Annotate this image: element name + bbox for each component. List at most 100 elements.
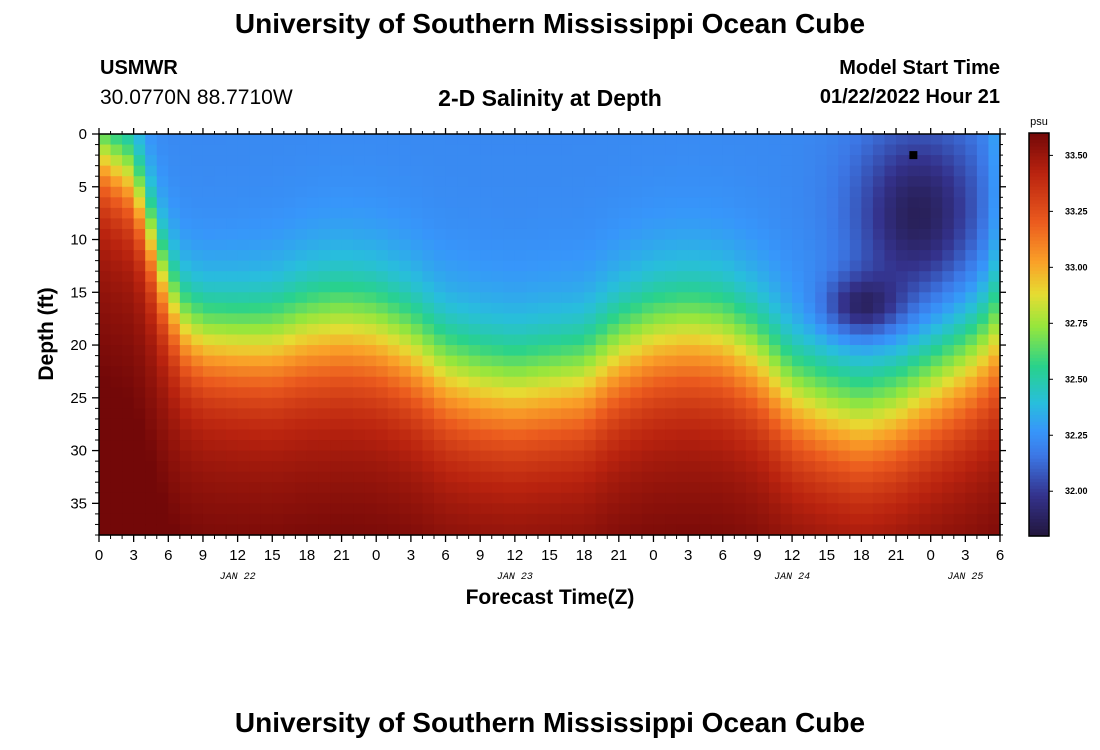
- heatmap-cell: [711, 345, 724, 357]
- colorbar-swatch: [1029, 243, 1049, 248]
- heatmap-cell: [618, 176, 631, 188]
- heatmap-cell: [503, 155, 516, 167]
- heatmap-cell: [341, 144, 354, 156]
- heatmap-cell: [480, 239, 493, 251]
- heatmap-cell: [630, 186, 643, 198]
- heatmap-cell: [641, 366, 655, 378]
- heatmap-cell: [722, 334, 735, 346]
- heatmap-cell: [457, 503, 470, 515]
- heatmap-cell: [179, 176, 193, 188]
- heatmap-cell: [410, 376, 424, 388]
- heatmap-cell: [110, 197, 123, 209]
- heatmap-cell: [214, 134, 227, 146]
- heatmap-cell: [457, 207, 470, 220]
- heatmap-cell: [110, 429, 123, 441]
- heatmap-cell: [757, 302, 770, 314]
- heatmap-cell: [179, 450, 193, 462]
- heatmap-cell: [341, 492, 354, 504]
- heatmap-cell: [722, 355, 735, 367]
- heatmap-cell: [607, 408, 620, 420]
- heatmap-cell: [907, 450, 920, 462]
- heatmap-cell: [480, 450, 493, 462]
- x-tick-label: 12: [784, 547, 801, 564]
- heatmap-cell: [376, 397, 389, 409]
- heatmap-cell: [584, 376, 597, 388]
- heatmap-cell: [410, 144, 424, 156]
- heatmap-cell: [722, 471, 735, 483]
- heatmap-cell: [503, 292, 516, 304]
- heatmap-cell: [768, 186, 782, 198]
- heatmap-cell: [306, 345, 320, 357]
- heatmap-cell: [849, 429, 862, 441]
- heatmap-cell: [283, 302, 296, 314]
- heatmap-cell: [711, 281, 724, 293]
- heatmap-cell: [468, 461, 481, 473]
- heatmap-cell: [826, 366, 839, 378]
- heatmap-cell: [260, 461, 273, 473]
- heatmap-cell: [422, 334, 435, 346]
- heatmap-cell: [976, 302, 990, 314]
- heatmap-cell: [491, 186, 504, 198]
- heatmap-cell: [237, 366, 250, 378]
- heatmap-cell: [838, 218, 851, 230]
- heatmap-cell: [768, 376, 782, 388]
- heatmap-cell: [872, 387, 886, 399]
- heatmap-cell: [803, 418, 816, 431]
- heatmap-cell: [607, 334, 620, 346]
- heatmap-cell: [965, 323, 978, 336]
- heatmap-cell: [780, 376, 793, 388]
- heatmap-cell: [861, 292, 874, 304]
- heatmap-cell: [445, 134, 458, 146]
- heatmap-cell: [607, 450, 620, 462]
- heatmap-cell: [283, 503, 296, 515]
- x-tick-label: 9: [753, 547, 761, 564]
- heatmap-cell: [953, 281, 966, 293]
- heatmap-cell: [907, 292, 920, 304]
- heatmap-cell: [503, 323, 516, 336]
- heatmap-cell: [145, 334, 158, 346]
- heatmap-cell: [122, 503, 135, 515]
- heatmap-cell: [122, 218, 135, 230]
- heatmap-cell: [133, 503, 146, 515]
- heatmap-cell: [202, 366, 216, 378]
- heatmap-cell: [953, 429, 966, 441]
- heatmap-cell: [872, 429, 886, 441]
- heatmap-cell: [156, 492, 169, 504]
- heatmap-cell: [387, 492, 400, 504]
- heatmap-cell: [676, 228, 689, 241]
- heatmap-cell: [445, 366, 458, 378]
- heatmap-cell: [168, 471, 181, 483]
- heatmap-cell: [457, 376, 470, 388]
- heatmap-cell: [561, 345, 574, 357]
- heatmap-cell: [179, 197, 193, 209]
- heatmap-cell: [907, 155, 920, 167]
- colorbar-swatch: [1029, 472, 1049, 477]
- heatmap-cell: [688, 408, 701, 420]
- heatmap-cell: [803, 376, 816, 388]
- heatmap-cell: [607, 144, 620, 156]
- heatmap-cell: [295, 197, 308, 209]
- heatmap-cell: [665, 323, 678, 336]
- heatmap-cell: [676, 334, 689, 346]
- heatmap-cell: [410, 134, 424, 146]
- heatmap-cell: [341, 302, 354, 314]
- heatmap-cell: [99, 186, 112, 198]
- heatmap-cell: [942, 260, 955, 272]
- heatmap-cell: [99, 461, 112, 473]
- heatmap-cell: [815, 450, 828, 462]
- heatmap-cell: [330, 355, 343, 367]
- heatmap-cell: [896, 186, 909, 198]
- heatmap-cell: [849, 165, 862, 177]
- heatmap-cell: [953, 408, 966, 420]
- heatmap-cell: [295, 397, 308, 409]
- heatmap-cell: [676, 503, 689, 515]
- heatmap-cell: [641, 450, 655, 462]
- heatmap-cell: [884, 429, 897, 441]
- colorbar-swatch: [1029, 163, 1049, 168]
- heatmap-cell: [503, 376, 516, 388]
- heatmap-cell: [572, 440, 585, 452]
- heatmap-cell: [399, 334, 412, 346]
- heatmap-cell: [306, 461, 320, 473]
- heatmap-cell: [399, 250, 412, 262]
- heatmap-cell: [122, 144, 135, 156]
